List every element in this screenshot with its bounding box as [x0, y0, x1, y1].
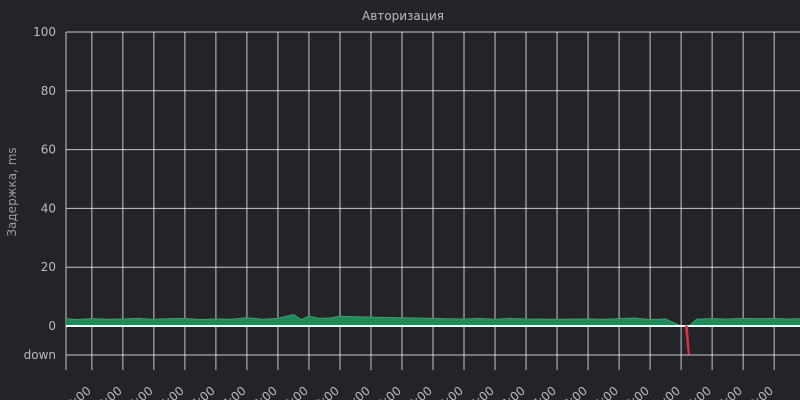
- x-tick-label: 02:00: [58, 384, 93, 400]
- x-tick-label: 12:00: [368, 384, 403, 400]
- y-tick-label: 80: [41, 84, 56, 98]
- x-tick-label: 03:00: [89, 384, 124, 400]
- chart-title: Авторизация: [362, 9, 444, 23]
- x-tick-label: 09:00: [275, 384, 310, 400]
- latency-area-fill: [66, 314, 800, 326]
- y-tick-label: 60: [41, 143, 56, 157]
- status-row: [66, 325, 800, 355]
- x-tick-label: 06:00: [182, 384, 217, 400]
- x-tick-label: 10:00: [306, 384, 341, 400]
- x-tick-label: 21:00: [648, 384, 683, 400]
- y-tick-label: 100: [33, 25, 56, 39]
- y-axis-ticks: 0 20 40 60 80 100 down: [24, 25, 56, 362]
- y-tick-label: 0: [48, 319, 56, 333]
- x-tick-label: 17:00: [523, 384, 558, 400]
- x-tick-label: 05:00: [151, 384, 186, 400]
- grid-lines: [65, 31, 800, 370]
- x-tick-label: 15:00: [461, 384, 496, 400]
- x-tick-label: 07:00: [213, 384, 248, 400]
- x-axis-ticks: 02:0003:0004:0005:0006:0007:0008:0009:00…: [58, 384, 776, 400]
- x-tick-label: 22:00: [679, 384, 714, 400]
- x-tick-label: 00:00: [741, 384, 776, 400]
- x-tick-label: 14:00: [430, 384, 465, 400]
- y-tick-label: 20: [41, 260, 56, 274]
- x-tick-label: 23:00: [710, 384, 745, 400]
- latency-area: [65, 313, 800, 327]
- x-tick-label: 08:00: [244, 384, 279, 400]
- down-event-marker: [684, 325, 690, 355]
- x-tick-label: 11:00: [337, 384, 372, 400]
- x-tick-label: 13:00: [399, 384, 434, 400]
- y-tick-label: 40: [41, 201, 56, 215]
- x-tick-label: 04:00: [120, 384, 155, 400]
- x-tick-label: 19:00: [586, 384, 621, 400]
- x-tick-label: 18:00: [554, 384, 589, 400]
- down-label: down: [24, 348, 56, 362]
- y-axis-label: Задержка, ms: [5, 147, 19, 236]
- x-tick-label: 16:00: [492, 384, 527, 400]
- latency-area-line: [65, 313, 800, 327]
- x-tick-label: 20:00: [617, 384, 652, 400]
